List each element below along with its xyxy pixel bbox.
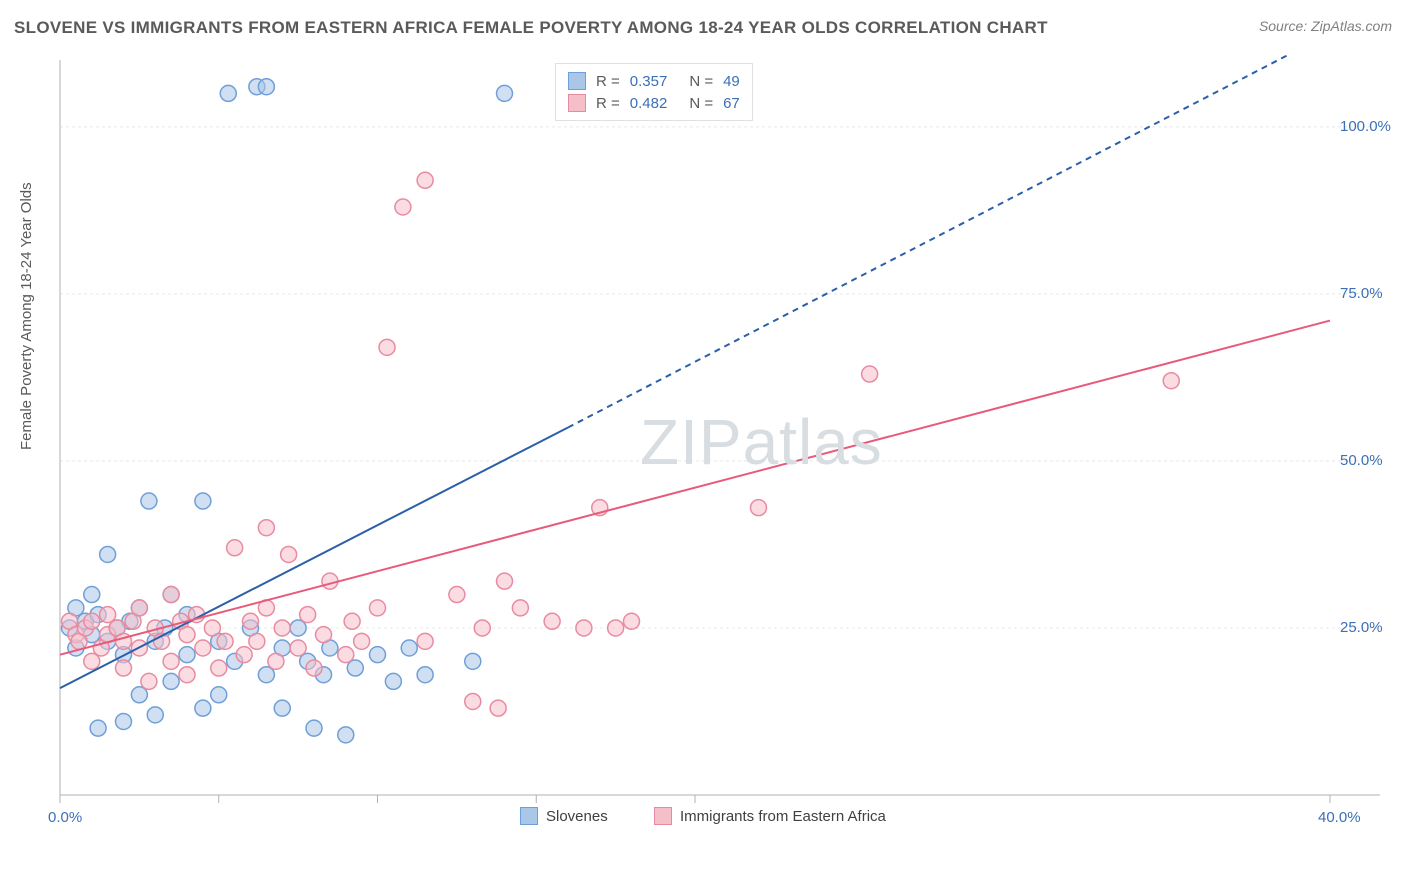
- legend-label: Immigrants from Eastern Africa: [680, 808, 886, 825]
- y-tick-label: 100.0%: [1340, 118, 1391, 135]
- r-value: 0.482: [630, 95, 668, 112]
- y-tick-label: 25.0%: [1340, 619, 1383, 636]
- n-value: 67: [723, 95, 740, 112]
- scatter-svg: [50, 55, 1390, 830]
- x-tick-label: 0.0%: [48, 809, 82, 826]
- legend-swatch: [654, 807, 672, 825]
- n-value: 49: [723, 73, 740, 90]
- legend-correlation: R = 0.357 N = 49 R = 0.482 N = 67: [555, 63, 753, 121]
- legend-swatch: [520, 807, 538, 825]
- correlation-chart: SLOVENE VS IMMIGRANTS FROM EASTERN AFRIC…: [0, 0, 1406, 892]
- plot-area: ZIPatlas R = 0.357N = 49R = 0.482N = 67: [50, 55, 1390, 830]
- chart-title: SLOVENE VS IMMIGRANTS FROM EASTERN AFRIC…: [14, 18, 1048, 38]
- y-tick-label: 75.0%: [1340, 285, 1383, 302]
- r-label: R =: [596, 73, 620, 90]
- y-tick-label: 50.0%: [1340, 452, 1383, 469]
- legend-series: Immigrants from Eastern Africa: [654, 807, 886, 825]
- legend-swatch: [568, 94, 586, 112]
- n-label: N =: [689, 95, 713, 112]
- legend-stat-row: R = 0.357 N = 49: [568, 70, 740, 92]
- legend-series: Slovenes: [520, 807, 608, 825]
- x-tick-label: 40.0%: [1318, 809, 1361, 826]
- legend-swatch: [568, 72, 586, 90]
- n-label: N =: [689, 73, 713, 90]
- y-axis-label: Female Poverty Among 18-24 Year Olds: [18, 182, 35, 450]
- r-label: R =: [596, 95, 620, 112]
- legend-label: Slovenes: [546, 808, 608, 825]
- legend-stat-row: R = 0.482 N = 67: [568, 92, 740, 114]
- source-label: Source: ZipAtlas.com: [1259, 18, 1392, 34]
- r-value: 0.357: [630, 73, 668, 90]
